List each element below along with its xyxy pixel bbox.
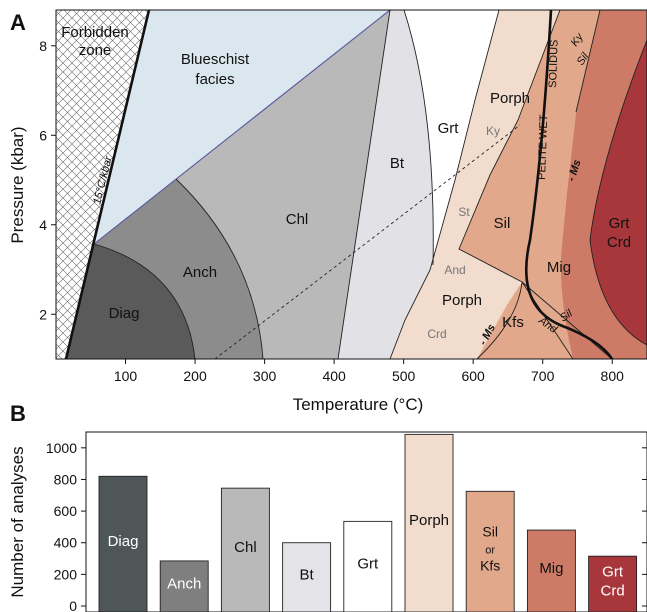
- region-bt: [338, 10, 434, 359]
- mineral-labels: Ky St And Crd: [427, 124, 500, 341]
- y-tick-label-b: 400: [54, 535, 78, 551]
- bar-label: Crd: [601, 583, 625, 600]
- plot-frame-b: [85, 431, 647, 612]
- region-sil: [459, 10, 600, 359]
- region-label-anch: Anch: [183, 264, 217, 281]
- mineral-label-ky: Ky: [486, 124, 500, 138]
- y-tick-label-b: 800: [54, 471, 78, 487]
- bar: [343, 520, 393, 612]
- bar-label: Mig: [539, 560, 563, 577]
- bar-label: Porph: [409, 512, 449, 529]
- y-tick-label-b: 1000: [46, 440, 77, 456]
- phase-regions: [56, 10, 647, 359]
- bar-label: Sil: [482, 524, 498, 540]
- region-diag: [66, 244, 195, 359]
- boundary-lines: [93, 10, 647, 359]
- y-axis-label-b: Number of analyses: [8, 446, 27, 597]
- region-labels: Forbidden zone Blueschist facies Diag Anch…: [61, 24, 631, 331]
- y-tick-label-a: 4: [39, 217, 47, 233]
- y-tick-label-a: 8: [39, 38, 47, 54]
- bar-label: Diag: [108, 533, 139, 550]
- region-label-mig: Mig: [547, 259, 571, 276]
- bar: [282, 542, 332, 612]
- x-tick-label-a: 600: [461, 368, 485, 384]
- region-label-blueschist: Blueschist facies: [181, 51, 250, 88]
- bar-label: Anch: [167, 575, 201, 592]
- y-tick-label-b: 0: [69, 598, 77, 612]
- region-forbidden-zone: [56, 10, 149, 359]
- x-tick-label-a: 300: [253, 368, 277, 384]
- y-tick-label-b: 600: [54, 503, 78, 519]
- bar: [220, 487, 270, 612]
- bar-label: Grt: [602, 564, 624, 581]
- line-label-pelite-wet: PELITE WET: [536, 114, 550, 180]
- bar-label: Chl: [234, 539, 257, 556]
- mineral-label-crd: Crd: [427, 327, 446, 341]
- plot-frame-a: [55, 9, 647, 360]
- axis-b: 0 200 400 600 800 1000: [46, 440, 647, 612]
- geotherm-15ckbar: [64, 10, 151, 359]
- panel-b-label: B: [10, 401, 26, 426]
- axis-a: 100 200 300 400 500 600 700 800 2 4 6 8: [39, 38, 624, 384]
- line-label-solidus: SOLIDUS: [547, 39, 561, 88]
- x-tick-label-a: 200: [183, 368, 207, 384]
- bar: [159, 560, 209, 612]
- region-label-sil: Sil: [494, 215, 511, 232]
- bar-label: Kfs: [480, 558, 500, 574]
- region-label-bt: Bt: [390, 155, 405, 172]
- region-label-porph-bottom: Porph: [442, 292, 482, 309]
- mineral-label-st: St: [458, 205, 470, 219]
- bar: [404, 433, 454, 612]
- x-tick-label-a: 100: [114, 368, 138, 384]
- bar-label: Bt: [300, 566, 315, 583]
- region-label-grt-crd: Grt Crd: [607, 215, 631, 251]
- region-label-chl: Chl: [286, 211, 309, 228]
- panel-a-label: A: [10, 10, 26, 35]
- y-tick-label-a: 6: [39, 127, 47, 143]
- region-label-forbidden: Forbidden zone: [61, 24, 129, 59]
- x-tick-label-a: 500: [392, 368, 416, 384]
- x-tick-label-a: 800: [601, 368, 625, 384]
- bar-label: or: [485, 545, 495, 557]
- x-axis-label-a: Temperature (°C): [293, 395, 424, 414]
- bar: [465, 490, 515, 612]
- y-tick-label-a: 2: [39, 306, 47, 322]
- y-tick-label-b: 200: [54, 566, 78, 582]
- bar: [526, 529, 576, 612]
- region-label-grt: Grt: [438, 120, 460, 137]
- bar-label: Grt: [357, 556, 379, 573]
- bar: [98, 475, 148, 612]
- x-tick-label-a: 400: [322, 368, 346, 384]
- region-label-porph-top: Porph: [490, 90, 530, 107]
- solidus-line: [524, 10, 614, 359]
- x-tick-label-a: 700: [531, 368, 555, 384]
- region-grt-crd: [590, 40, 647, 345]
- y-axis-label-a: Pressure (kbar): [8, 126, 27, 243]
- bar: [588, 555, 638, 612]
- mineral-label-and: And: [444, 263, 465, 277]
- region-label-diag: Diag: [109, 305, 140, 322]
- region-label-kfs: Kfs: [502, 314, 524, 331]
